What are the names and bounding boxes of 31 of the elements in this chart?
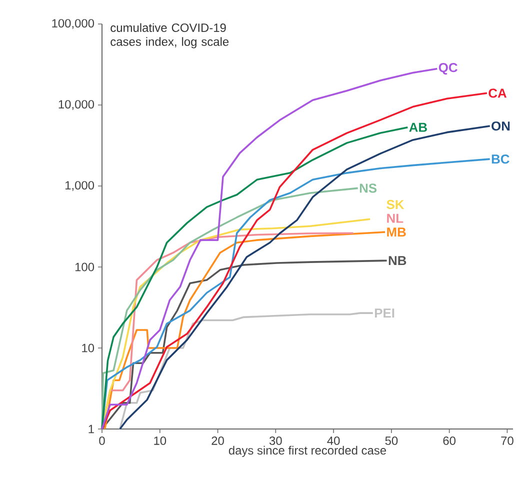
y-tick-label: 100 xyxy=(75,262,94,272)
x-tick-label: 10 xyxy=(154,436,166,445)
x-tick-label: 70 xyxy=(501,436,514,445)
x-axis-title: days since first recorded case xyxy=(228,446,386,457)
series-label: NS xyxy=(360,184,377,193)
x-tick-label: 20 xyxy=(212,436,224,445)
series-label: CA xyxy=(488,88,507,98)
line-series xyxy=(101,187,359,430)
series-label: QC xyxy=(438,62,458,75)
y-tick-label: 10 xyxy=(82,344,94,352)
line-series xyxy=(101,68,438,430)
y-tick-label: 1,000 xyxy=(65,181,94,191)
series-label: MB xyxy=(387,228,406,237)
series-label: NB xyxy=(388,256,406,266)
y-tick-label: 100,000 xyxy=(52,19,94,29)
series-label: AB xyxy=(409,122,427,132)
line-series xyxy=(101,126,409,430)
x-tick-label: 30 xyxy=(269,436,282,445)
text: NL xyxy=(387,214,404,223)
series-label: ON xyxy=(492,121,510,131)
series-label: BC xyxy=(492,154,510,164)
x-tick-label: 50 xyxy=(385,436,398,445)
x-tick-label: 0 xyxy=(99,436,105,445)
x-tick-label: 60 xyxy=(443,436,456,445)
series-label: PEI xyxy=(374,308,394,318)
y-axis-title: cumulative COVID-19 cases index, log scale xyxy=(110,23,229,48)
line-series xyxy=(119,312,374,430)
x-tick-label: 40 xyxy=(327,436,340,445)
series-label: SK xyxy=(386,200,404,210)
y-tick-label: 10,000 xyxy=(58,100,94,110)
y-tick-label: 1 xyxy=(88,424,94,434)
